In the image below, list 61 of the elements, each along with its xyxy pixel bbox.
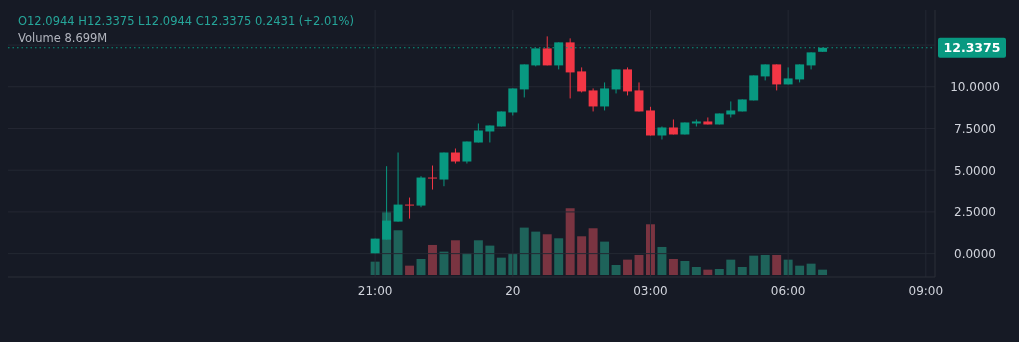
bar (462, 252, 472, 275)
bar (795, 265, 805, 275)
bar (726, 259, 736, 275)
bar (623, 259, 632, 275)
bar (611, 264, 621, 275)
bar (600, 241, 610, 275)
bar (588, 228, 598, 275)
bar (703, 269, 713, 275)
bar (680, 260, 690, 275)
bar (737, 266, 747, 275)
candlestick (577, 66, 587, 93)
bar (439, 251, 449, 275)
bar (577, 236, 587, 275)
bar (668, 258, 678, 275)
bar (760, 254, 770, 275)
candlestick (611, 68, 621, 94)
annotation: O12.0944 H12.3375 L12.0944 C12.3375 0.2431 (+2.01%) (18, 14, 355, 28)
bar (749, 255, 759, 275)
x-tick-label: 20 (505, 284, 521, 298)
bar (393, 230, 403, 275)
bar (485, 245, 495, 275)
candlestick (600, 81, 610, 111)
bar (531, 231, 541, 275)
x-tick-label: 06:00 (770, 284, 806, 298)
bar (542, 234, 552, 275)
bar (405, 265, 415, 275)
bar (428, 244, 437, 275)
x-tick-label: 09:00 (908, 284, 944, 298)
y-tick-label: 0.0000 (954, 247, 996, 262)
y-tick-label: 10.0000 (950, 80, 1000, 95)
candlestick (462, 141, 472, 165)
bar (806, 263, 816, 275)
x-tick-label: 03:00 (633, 284, 668, 298)
y-tick-label: 2.5000 (954, 205, 996, 220)
candlestick (783, 66, 793, 85)
bar (565, 208, 575, 275)
bar (519, 227, 529, 275)
bar (554, 238, 564, 275)
x-tick-label: 21:00 (357, 284, 393, 298)
y-tick-label: 7.5000 (954, 121, 996, 136)
bar (496, 257, 506, 275)
candlestick (405, 197, 415, 220)
candlestick (623, 66, 632, 96)
candlestick (393, 152, 403, 223)
candlestick (772, 63, 782, 91)
y-tick-label: 5.0000 (954, 163, 996, 178)
annotation: Volume 8.699M (18, 31, 108, 45)
candlestick (542, 35, 552, 66)
candlestick (428, 165, 437, 191)
bar (691, 266, 701, 275)
bar (714, 268, 724, 275)
bar (772, 254, 782, 275)
candlestick (795, 63, 805, 83)
candlestick (485, 124, 495, 143)
bar (450, 240, 460, 275)
candlestick (588, 87, 598, 112)
bar (818, 269, 828, 275)
ref-line-label: 12.3375 (943, 40, 1001, 56)
bar (416, 258, 426, 275)
bar (657, 246, 667, 275)
bar (473, 240, 483, 275)
